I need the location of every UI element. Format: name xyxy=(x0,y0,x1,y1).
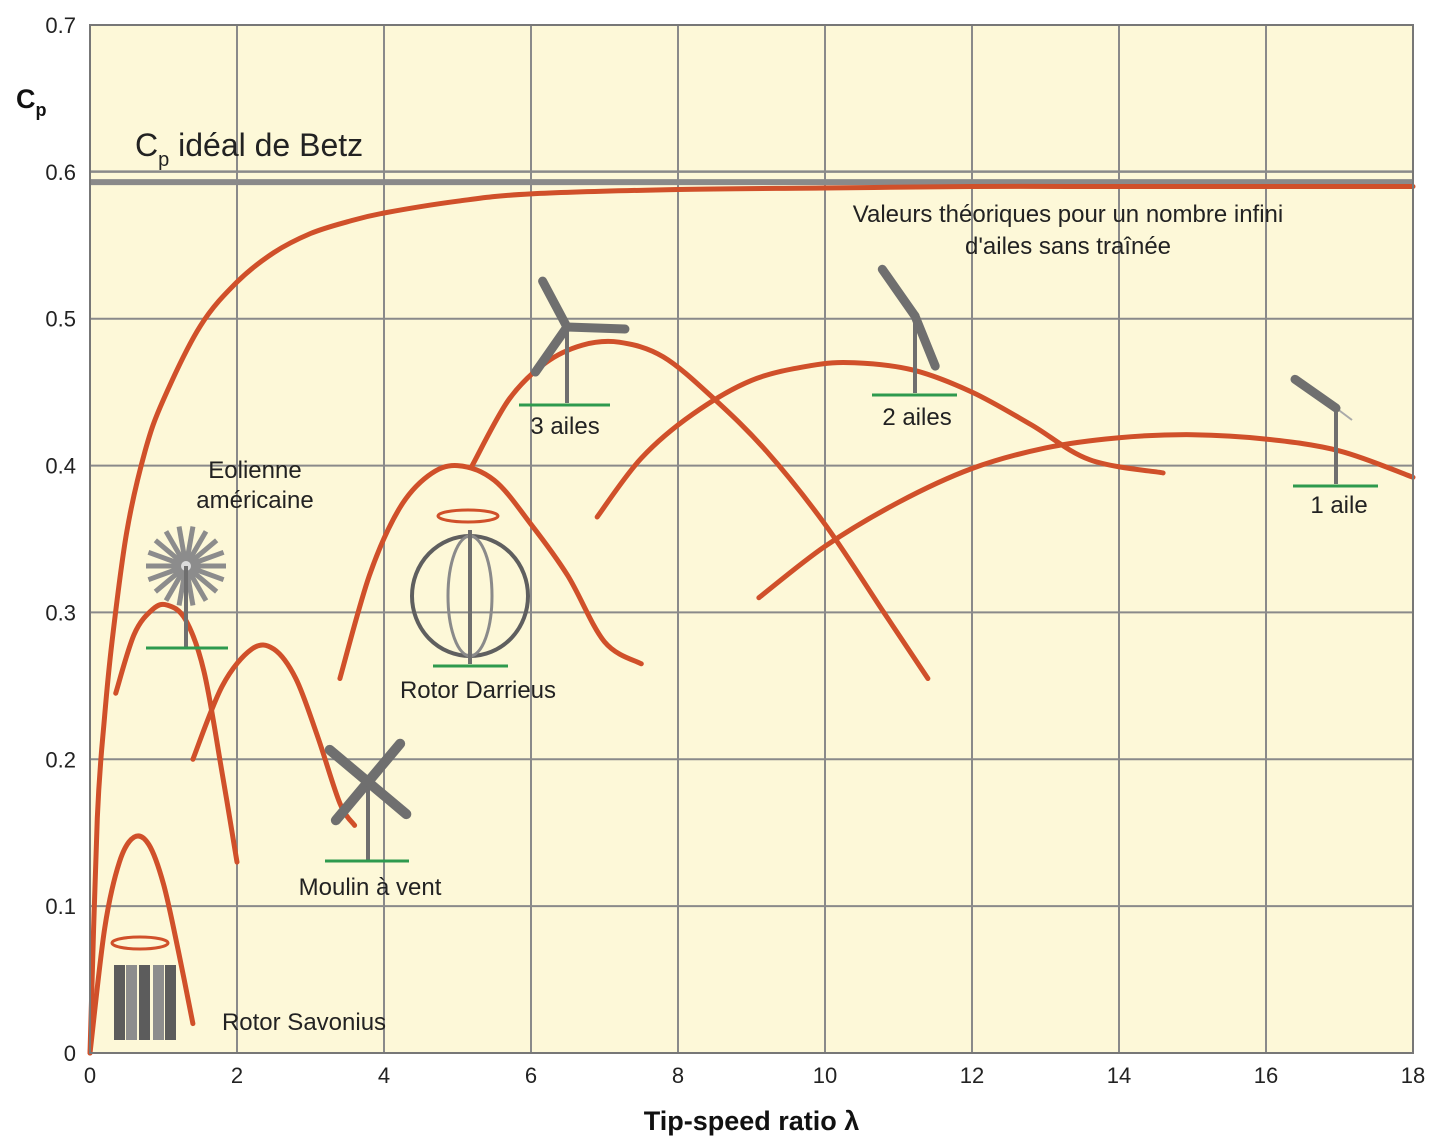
curve-label-1: Rotor Savonius xyxy=(222,1009,386,1036)
curve-labels: Valeurs théoriques pour un nombre infini… xyxy=(196,201,1367,1036)
plot-frame xyxy=(89,24,1414,1054)
curve-label-0: Valeurs théoriques pour un nombre infini xyxy=(853,201,1283,228)
y-tick-label: 0.6 xyxy=(45,160,76,185)
x-tick-label: 18 xyxy=(1401,1063,1425,1088)
blade xyxy=(877,264,920,321)
blade xyxy=(363,777,412,820)
y-axis-title: Cp xyxy=(16,84,47,120)
curve-label-0: d'ailes sans traînée xyxy=(965,233,1171,260)
y-tick-label: 0.2 xyxy=(45,747,76,772)
curve-label-2: américaine xyxy=(196,487,313,514)
x-tick-label: 16 xyxy=(1254,1063,1278,1088)
curve-label-7: 1 aile xyxy=(1310,492,1367,519)
curve-label-6: 2 ailes xyxy=(882,404,951,431)
y-tick-label: 0.4 xyxy=(45,454,76,479)
plot-background xyxy=(90,25,1413,1053)
rotor-icons xyxy=(110,264,1378,1040)
cp-curve-1 xyxy=(87,833,196,1056)
savonius-vane xyxy=(139,965,150,1040)
blade xyxy=(363,738,406,787)
blade xyxy=(538,276,572,332)
curve-label-4: Rotor Darrieus xyxy=(400,677,556,704)
savonius-rotor-icon xyxy=(110,935,176,1040)
y-tick-label: 0.7 xyxy=(45,13,76,38)
y-tick-label: 0.1 xyxy=(45,894,76,919)
multi-blade xyxy=(185,549,225,569)
cp-curve-3 xyxy=(190,642,358,828)
x-tick-label: 6 xyxy=(525,1063,537,1088)
x-tick-label: 0 xyxy=(84,1063,96,1088)
curve-label-5: 3 ailes xyxy=(530,413,599,440)
x-tick-label: 10 xyxy=(813,1063,837,1088)
betz-label-text: idéal de Betz xyxy=(169,127,363,163)
savonius-vane xyxy=(126,965,137,1040)
cp-curve-0 xyxy=(87,183,1416,1056)
cp-curves xyxy=(87,183,1416,1056)
x-tick-label: 8 xyxy=(672,1063,684,1088)
blade xyxy=(330,777,373,826)
x-tick-label: 4 xyxy=(378,1063,390,1088)
rotation-arrow xyxy=(436,508,500,524)
cp-curve-2 xyxy=(113,601,240,865)
blade xyxy=(324,744,373,787)
x-tick-label: 2 xyxy=(231,1063,243,1088)
betz-label-subscript: p xyxy=(158,149,169,171)
savonius-vane xyxy=(153,965,164,1040)
savonius-vane xyxy=(114,965,125,1040)
axes: 0 2 4 6 8 10 12 14 16 18 0 0.1 0.2 0.3 0.4 0.5 0.6 0.7 Tip… xyxy=(16,13,1425,1136)
american-windmill-icon xyxy=(146,526,226,606)
curve-label-3: Moulin à vent xyxy=(299,874,442,901)
y-tick-label: 0 xyxy=(64,1041,76,1066)
cp-curve-7 xyxy=(756,432,1416,601)
curve-label-2: Eolienne xyxy=(208,457,301,484)
blade xyxy=(562,322,630,334)
blade xyxy=(530,322,572,377)
y-tick-label: 0.3 xyxy=(45,600,76,625)
cp-curve-4 xyxy=(337,463,644,682)
x-axis-title: Tip-speed ratio λ xyxy=(644,1106,860,1136)
savonius-vane xyxy=(165,965,176,1040)
cp-curve-6 xyxy=(594,360,1166,520)
blade xyxy=(1290,374,1341,413)
y-axis-title-subscript: p xyxy=(36,100,47,120)
y-tick-label: 0.5 xyxy=(45,307,76,332)
rotation-arrow xyxy=(110,935,170,951)
x-tick-label: 14 xyxy=(1107,1063,1131,1088)
x-tick-label: 12 xyxy=(960,1063,984,1088)
blade xyxy=(910,311,940,371)
